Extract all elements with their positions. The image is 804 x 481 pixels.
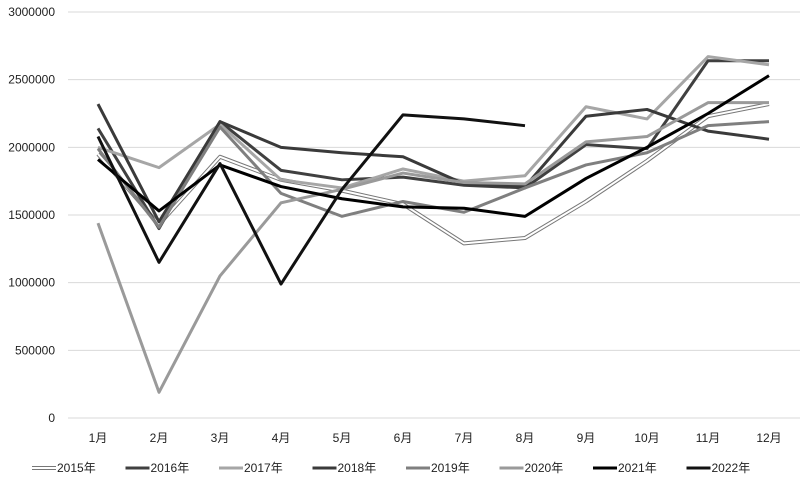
legend-label: 2022年	[712, 461, 751, 475]
x-tick-label: 1月	[89, 431, 108, 445]
series-line-2015年	[97, 103, 770, 245]
x-tick-label: 9月	[577, 431, 596, 445]
series-line-2021年	[97, 74, 770, 218]
x-axis-ticks: 1月 2月 3月 4月 5月 6月 7月 8月 9月 10月 11月 12月	[89, 431, 782, 445]
y-tick-label: 1500000	[8, 208, 55, 222]
series-line-2018年	[96, 103, 770, 224]
legend-label: 2020年	[525, 461, 564, 475]
y-tick-label: 1000000	[8, 276, 55, 290]
legend-label: 2019年	[431, 461, 470, 475]
x-tick-label: 10月	[634, 431, 659, 445]
legend-label: 2015年	[57, 461, 96, 475]
y-tick-label: 500000	[15, 343, 55, 357]
x-tick-label: 7月	[455, 431, 474, 445]
series-line-2017年	[97, 55, 770, 190]
x-tick-label: 8月	[516, 431, 535, 445]
y-tick-label: 3000000	[8, 5, 55, 19]
x-tick-label: 6月	[394, 431, 413, 445]
series-line-2022年	[96, 113, 526, 286]
legend-label: 2016年	[151, 461, 190, 475]
legend-label: 2021年	[618, 461, 657, 475]
legend: 2015年 2016年 2017年 2018年 2019年 2020年 2021年 2022年	[32, 461, 750, 475]
y-axis-ticks: 0 500000 1000000 1500000 2000000 2500000 30000…	[8, 5, 55, 425]
series-line-2020年	[96, 101, 769, 394]
legend-label: 2018年	[338, 461, 377, 475]
y-tick-label: 2500000	[8, 73, 55, 87]
x-tick-label: 4月	[272, 431, 291, 445]
x-tick-label: 11月	[696, 431, 720, 445]
x-tick-label: 3月	[211, 431, 230, 445]
x-tick-label: 5月	[333, 431, 352, 445]
legend-label: 2017年	[244, 461, 283, 475]
y-tick-label: 2000000	[8, 140, 55, 154]
x-tick-label: 12月	[756, 431, 781, 445]
x-tick-label: 2月	[150, 431, 169, 445]
series-lines	[96, 55, 770, 394]
y-tick-label: 0	[48, 411, 55, 425]
